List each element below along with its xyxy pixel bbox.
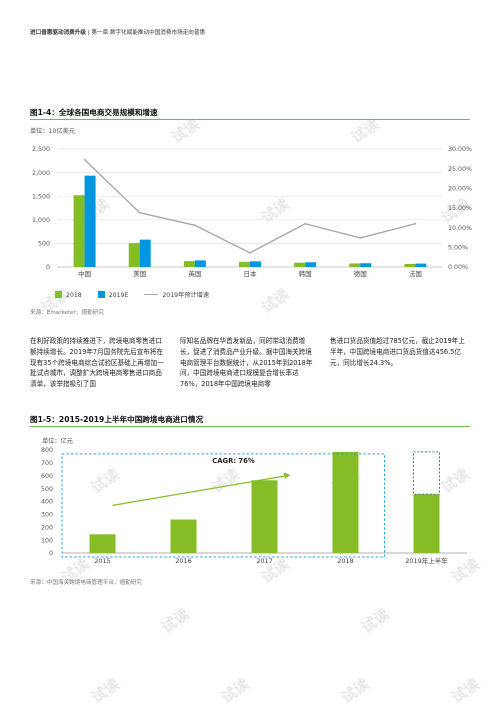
figure-1-source: 来源：Emarketer，德勤研究 bbox=[30, 310, 104, 316]
y-tick-label: 600 bbox=[41, 473, 53, 480]
bar bbox=[89, 534, 116, 553]
chart-2-svg: 0 100 200 300 400 500 600 700 800 2015 2016 2017 201… bbox=[41, 447, 467, 565]
figure-1-title: 图1-4：全球各国电商交易规模和增速 bbox=[30, 108, 158, 117]
figure-2-unit: 单位：亿元 bbox=[42, 438, 73, 445]
growth-point bbox=[249, 251, 251, 254]
y-tick-label: 1,500 bbox=[32, 193, 50, 200]
cagr-dashed-box bbox=[61, 453, 385, 558]
projection-dashed-box bbox=[413, 451, 440, 495]
bar-2018 bbox=[73, 195, 85, 267]
x-tick-label: 英国 bbox=[188, 269, 201, 278]
bar-2019e bbox=[84, 175, 96, 267]
watermark-text: 试读 bbox=[447, 674, 483, 707]
y-tick-label: 700 bbox=[41, 460, 53, 467]
chart-1-legend: 2018 2019E 2019年预计增速 bbox=[55, 290, 209, 299]
bar-2019e bbox=[139, 239, 151, 267]
chart-1-svg: 0 500 1,000 1,500 2,000 2,500 0.00% 5.00% 10.00%… bbox=[32, 146, 472, 278]
y2-tick-label: 0.00% bbox=[448, 264, 468, 271]
body-column-1: 在利好政策的持续推进下，跨境电商零售进口额持续增长。2019年7月国务院先后宣布… bbox=[30, 337, 164, 389]
bar-2019e bbox=[360, 263, 372, 267]
legend-label-growth: 2019年预计增速 bbox=[162, 292, 210, 299]
y2-tick-label: 30.00% bbox=[448, 146, 472, 153]
y2-tick-label: 15.00% bbox=[448, 205, 472, 212]
bar-2019e bbox=[415, 263, 427, 267]
bar-2019e bbox=[194, 260, 206, 267]
body-column-2: 际知名品牌在华首发新品，同时带动消费增长，促进了消费品产业升级。据中国海关跨境电… bbox=[180, 337, 313, 389]
y-tick-label: 2,500 bbox=[32, 146, 50, 153]
legend-line-gray bbox=[144, 293, 159, 295]
x-tick-label: 2017 bbox=[256, 557, 273, 565]
x-tick-label: 德国 bbox=[354, 269, 367, 278]
running-header: 进口普惠驱动消费升级 | 第一章 数字化赋能推动中国消费市场走向普惠 bbox=[30, 28, 205, 36]
bar-2018 bbox=[294, 262, 306, 267]
x-tick-label: 2019年上半年 bbox=[405, 556, 448, 565]
x-tick-label: 中国 bbox=[78, 269, 91, 278]
x-tick-label: 日本 bbox=[244, 269, 258, 278]
figure-1-rule bbox=[30, 119, 470, 120]
watermark-text: 试读 bbox=[157, 604, 193, 637]
y2-tick-label: 10.00% bbox=[448, 225, 472, 232]
bar-2018 bbox=[404, 263, 416, 267]
y-tick-label: 200 bbox=[41, 524, 53, 531]
y-tick-label: 500 bbox=[41, 486, 53, 493]
bar-2018 bbox=[128, 243, 140, 267]
cagr-arrow-head bbox=[283, 472, 291, 479]
bar-2019e bbox=[305, 262, 317, 267]
y-tick-label: 500 bbox=[38, 241, 50, 248]
cagr-arrow-line bbox=[112, 475, 287, 506]
bar bbox=[170, 519, 197, 553]
x-tick-label: 韩国 bbox=[299, 269, 312, 278]
legend-label-2018: 2018 bbox=[66, 292, 82, 299]
growth-point bbox=[304, 222, 307, 225]
y2-tick-label: 25.00% bbox=[448, 166, 472, 173]
legend-item-2018: 2018 bbox=[55, 291, 82, 299]
bar bbox=[251, 480, 278, 553]
y2-tick-label: 20.00% bbox=[448, 186, 472, 193]
y-tick-label: 2,000 bbox=[32, 170, 50, 177]
figure-2-source: 来源：中国海关跨境电商管理平台，德勤研究 bbox=[30, 580, 142, 586]
figure-2-title: 图1-5：2015-2019上半年中国跨境电商进口情况 bbox=[30, 415, 204, 424]
legend-swatch-blue bbox=[97, 291, 105, 298]
growth-point bbox=[414, 222, 417, 225]
header-section-title: 进口普惠驱动消费升级 bbox=[30, 30, 86, 36]
x-tick-label: 2016 bbox=[175, 557, 192, 565]
x-tick-label: 2015 bbox=[94, 557, 111, 565]
watermark-text: 试读 bbox=[357, 604, 393, 637]
bar-2018 bbox=[349, 263, 361, 267]
header-chapter: | 第一章 数字化赋能推动中国消费市场走向普惠 bbox=[87, 30, 206, 36]
x-tick-label: 2018 bbox=[337, 557, 354, 565]
body-column-3: 售进口货品货值超过785亿元，截止2019年上半年，中国跨境电商进口货品货值达4… bbox=[330, 337, 465, 367]
bar-2018 bbox=[239, 261, 250, 267]
watermark-text: 试读 bbox=[87, 674, 123, 707]
y-tick-label: 100 bbox=[41, 537, 53, 544]
figure-1-unit: 单位：10亿美元 bbox=[30, 128, 75, 135]
y-tick-label: 300 bbox=[41, 512, 53, 519]
y-tick-label: 800 bbox=[41, 447, 53, 454]
y-tick-label: 1,000 bbox=[32, 217, 50, 224]
legend-swatch-green bbox=[55, 291, 62, 298]
bar bbox=[413, 494, 440, 553]
watermark-text: 试读 bbox=[217, 674, 253, 707]
growth-point bbox=[83, 158, 86, 161]
growth-point bbox=[138, 211, 141, 214]
x-tick-label: 法国 bbox=[409, 269, 422, 278]
legend-item-growth: 2019年预计增速 bbox=[144, 292, 209, 299]
y-tick-label: 400 bbox=[41, 499, 53, 506]
y-tick-label: 0 bbox=[49, 550, 53, 557]
growth-line bbox=[84, 159, 416, 254]
bar bbox=[332, 451, 359, 553]
watermark-text: 试读 bbox=[337, 674, 373, 707]
legend-item-2019e: 2019E bbox=[97, 291, 129, 299]
watermark-text: 试读 bbox=[257, 284, 293, 317]
growth-point bbox=[359, 236, 362, 239]
legend-label-2019e: 2019E bbox=[108, 292, 129, 299]
growth-point bbox=[193, 224, 196, 227]
x-tick-label: 美国 bbox=[133, 269, 146, 278]
figure-2-rule bbox=[30, 426, 470, 427]
y2-tick-label: 5.00% bbox=[448, 245, 468, 252]
bar-2019e bbox=[250, 261, 261, 267]
y-tick-label: 0 bbox=[46, 264, 50, 271]
bar-2018 bbox=[183, 261, 195, 267]
cagr-label: CAGR: 76% bbox=[212, 457, 255, 465]
